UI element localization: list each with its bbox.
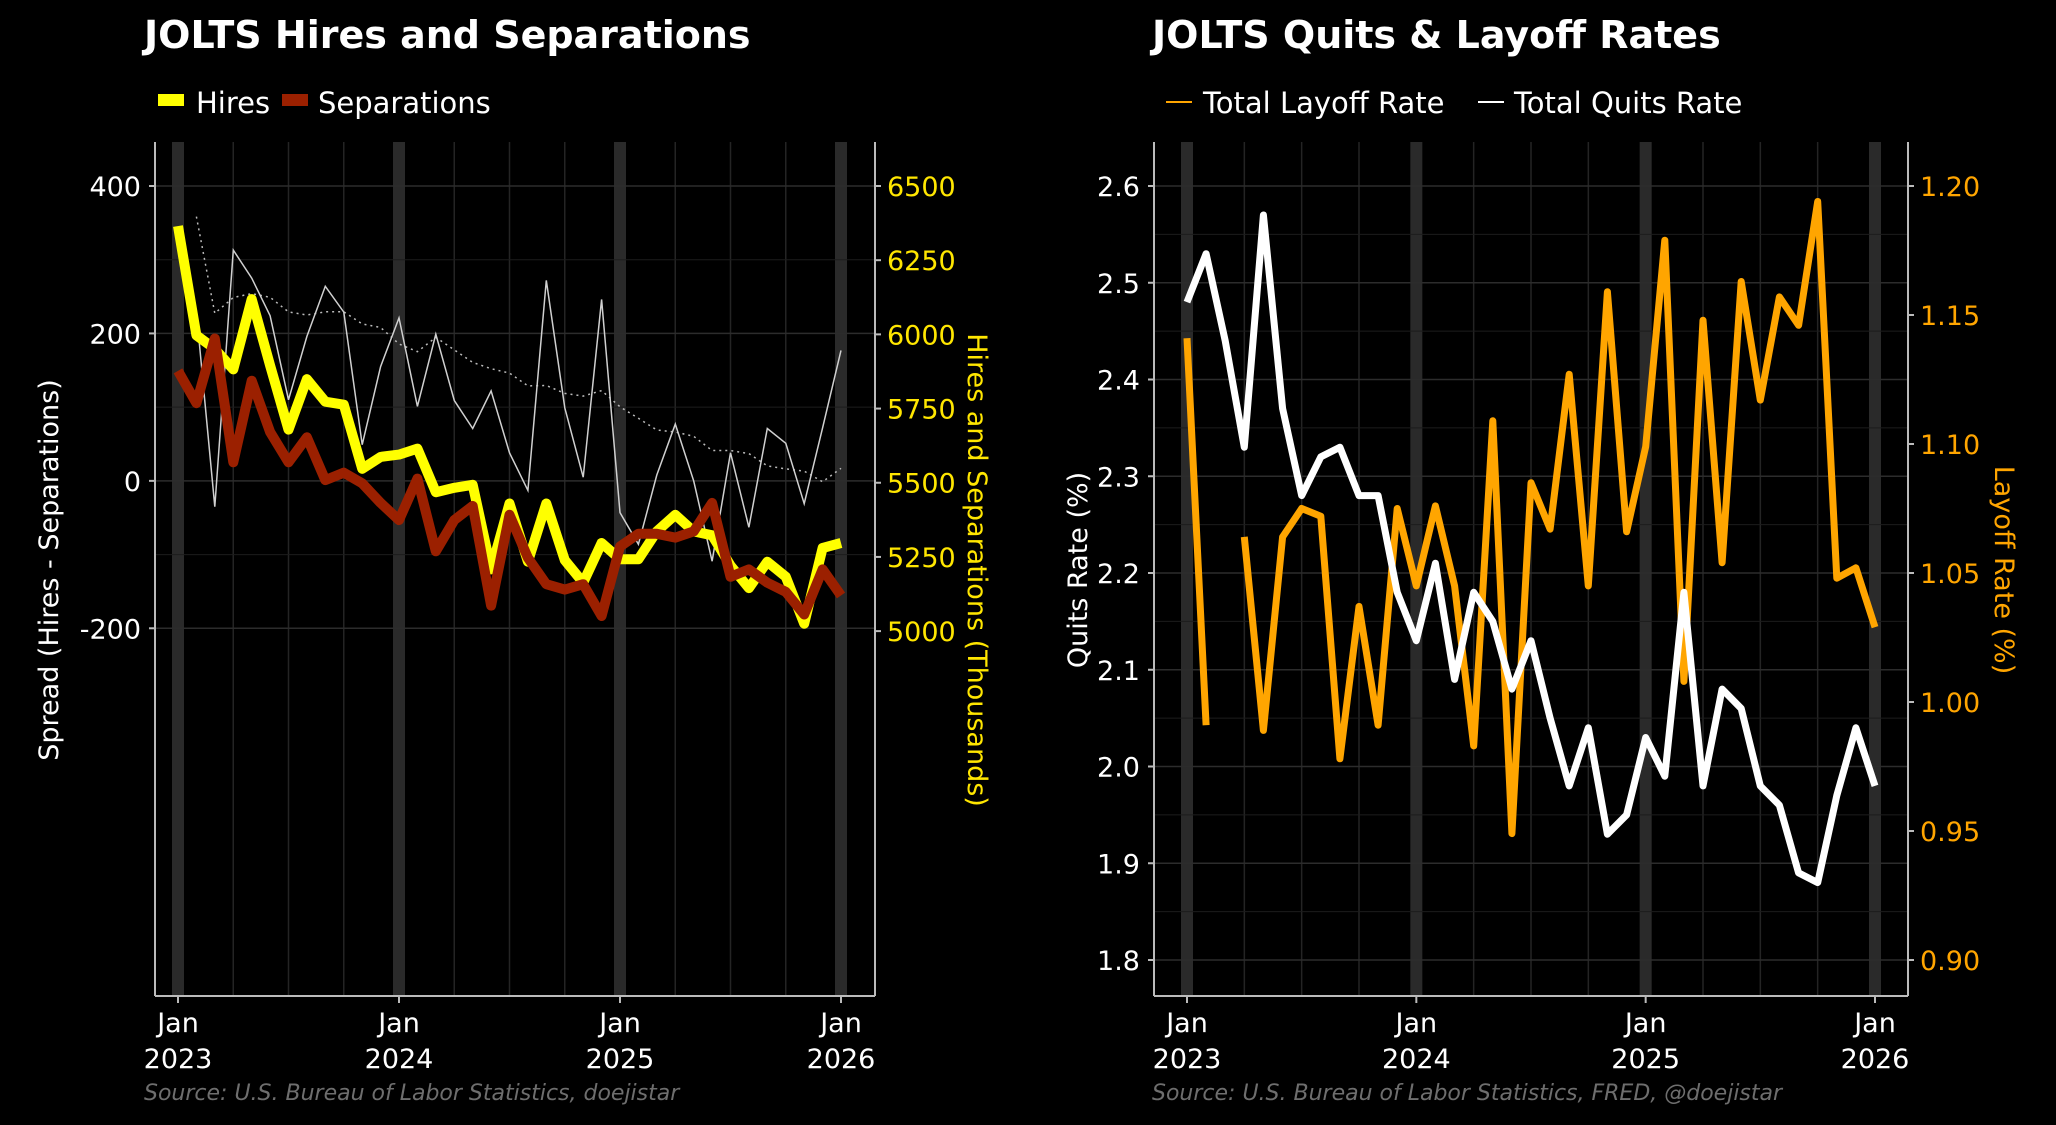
y-tick-label: -200 bbox=[80, 614, 141, 645]
y2-tick-label: 1.15 bbox=[1920, 301, 1980, 332]
y-tick-label: 2.4 bbox=[1097, 366, 1140, 397]
x-tick-label-year: 2024 bbox=[1382, 1044, 1451, 1075]
right-source-note: Source: U.S. Bureau of Labor Statistics,… bbox=[1152, 1081, 1784, 1106]
left-y2-axis-title: Hires and Separations (Thousands) bbox=[961, 333, 992, 807]
x-tick-label-month: Jan bbox=[1164, 1008, 1208, 1039]
x-tick-label-year: 2023 bbox=[1153, 1044, 1222, 1075]
y-tick-label: 1.9 bbox=[1097, 849, 1140, 880]
left-source-note: Source: U.S. Bureau of Labor Statistics,… bbox=[144, 1081, 681, 1106]
legend-swatch-separations bbox=[282, 94, 308, 106]
y2-tick-label: 6500 bbox=[887, 172, 956, 203]
legend-label-layoff: Total Layoff Rate bbox=[1202, 86, 1444, 120]
x-tick-label-year: 2026 bbox=[807, 1044, 876, 1075]
left-plot-area: 400 200 0 -200 6500 6250 6000 5750 5500 5250 5000 J… bbox=[80, 142, 956, 1075]
y2-tick-label: 5250 bbox=[887, 543, 956, 574]
layoff-rate-line bbox=[1183, 198, 1879, 838]
y-tick-label: 2.1 bbox=[1097, 656, 1140, 687]
y2-tick-label: 1.20 bbox=[1920, 172, 1980, 203]
left-chart-title: JOLTS Hires and Separations bbox=[141, 13, 751, 57]
y-tick-label: 2.6 bbox=[1097, 172, 1140, 203]
right-y-axis-title: Quits Rate (%) bbox=[1063, 472, 1094, 668]
x-tick-label-year: 2025 bbox=[1611, 1044, 1680, 1075]
legend-swatch-hires bbox=[158, 94, 184, 106]
legend-label-hires: Hires bbox=[196, 86, 270, 120]
y2-tick-label: 5750 bbox=[887, 395, 956, 426]
y-tick-label: 0 bbox=[124, 467, 141, 498]
x-tick-label-year: 2025 bbox=[586, 1044, 655, 1075]
year-band bbox=[393, 142, 405, 996]
legend-label-quits: Total Quits Rate bbox=[1513, 86, 1742, 120]
x-tick-label-month: Jan bbox=[818, 1008, 862, 1039]
legend-label-separations: Separations bbox=[318, 86, 491, 120]
y2-tick-label: 1.10 bbox=[1920, 430, 1980, 461]
y2-tick-label: 5500 bbox=[887, 469, 956, 500]
y-tick-label: 2.5 bbox=[1097, 269, 1140, 300]
x-tick-label-month: Jan bbox=[376, 1008, 420, 1039]
right-chart-title: JOLTS Quits & Layoff Rates bbox=[1149, 13, 1721, 57]
x-tick-label-month: Jan bbox=[1852, 1008, 1896, 1039]
x-tick-label-month: Jan bbox=[597, 1008, 641, 1039]
right-y2-axis-title: Layoff Rate (%) bbox=[1988, 466, 2019, 675]
x-tick-label-year: 2024 bbox=[365, 1044, 434, 1075]
y-tick-label: 2.3 bbox=[1097, 462, 1140, 493]
y-tick-label: 2.2 bbox=[1097, 559, 1140, 590]
year-band bbox=[614, 142, 626, 996]
y2-tick-label: 0.95 bbox=[1920, 817, 1980, 848]
year-band bbox=[1181, 142, 1193, 996]
x-tick-label-month: Jan bbox=[155, 1008, 199, 1039]
year-band bbox=[1410, 142, 1423, 996]
spread-line bbox=[195, 247, 842, 562]
left-y-axis-title: Spread (Hires - Separations) bbox=[34, 379, 65, 761]
x-tick-label-month: Jan bbox=[1394, 1008, 1438, 1039]
year-band bbox=[172, 142, 184, 996]
spread-moving-average-line bbox=[195, 216, 842, 483]
y2-tick-label: 1.05 bbox=[1920, 559, 1980, 590]
quits-rate-line bbox=[1183, 211, 1879, 887]
y2-tick-label: 6250 bbox=[887, 246, 956, 277]
x-tick-label-year: 2023 bbox=[144, 1044, 213, 1075]
y2-tick-label: 0.90 bbox=[1920, 946, 1980, 977]
x-tick-label-year: 2026 bbox=[1841, 1044, 1910, 1075]
x-tick-label-month: Jan bbox=[1623, 1008, 1667, 1039]
year-band bbox=[835, 142, 847, 996]
year-band bbox=[1869, 142, 1881, 996]
separations-line bbox=[173, 333, 846, 621]
y-tick-label: 400 bbox=[89, 172, 141, 203]
year-band bbox=[1639, 142, 1652, 996]
y2-tick-label: 6000 bbox=[887, 320, 956, 351]
y-tick-label: 2.0 bbox=[1097, 753, 1140, 784]
y2-tick-label: 1.00 bbox=[1920, 688, 1980, 719]
y-tick-label: 200 bbox=[89, 319, 141, 350]
right-plot-area: 2.6 2.5 2.4 2.3 2.2 2.1 2.0 1.9 1.8 1.20 1.15 1.10 1… bbox=[1097, 142, 1980, 1075]
y2-tick-label: 5000 bbox=[887, 617, 956, 648]
y-tick-label: 1.8 bbox=[1097, 946, 1140, 977]
